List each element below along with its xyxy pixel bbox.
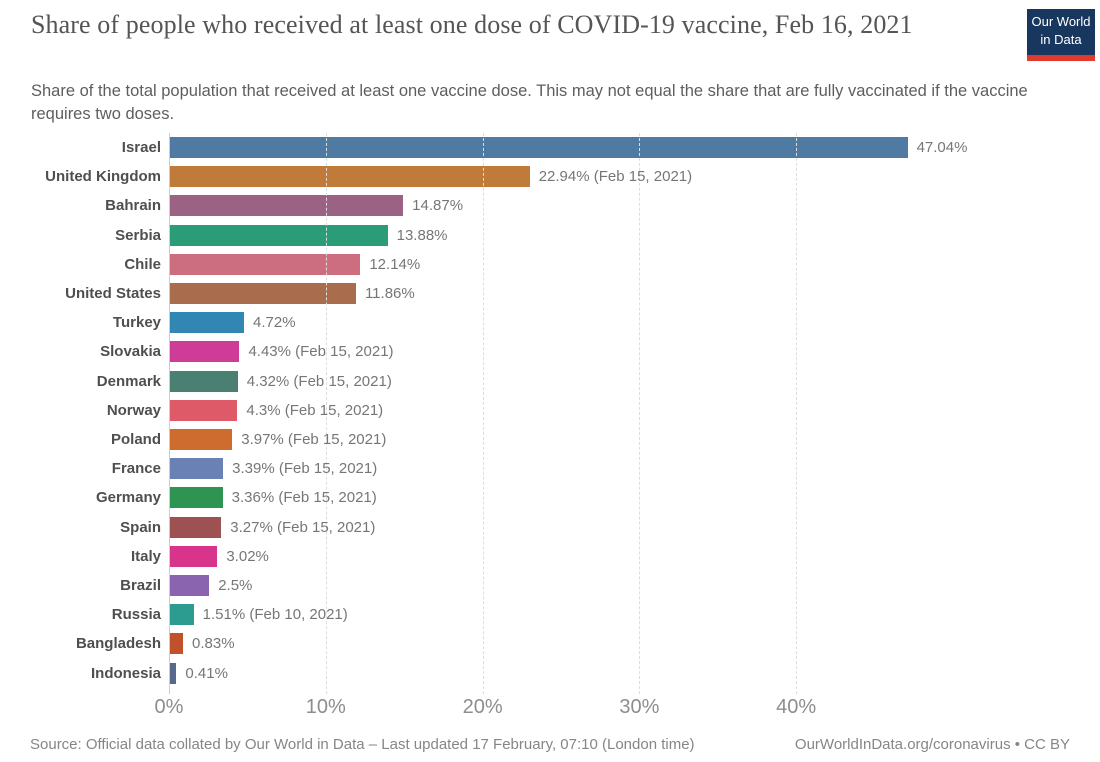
chart-row-germany: Germany 3.36% (Feb 15, 2021) (0, 483, 1100, 512)
country-label: Bangladesh (75, 635, 161, 653)
owid-logo[interactable]: Our World in Data (1027, 9, 1095, 61)
country-label: Israel (121, 139, 161, 156)
chart-subtitle: Share of the total population that recei… (31, 82, 1028, 124)
bar-united-kingdom[interactable] (170, 166, 530, 188)
x-tick-label-0: 0% (154, 696, 184, 718)
license-link[interactable]: OurWorldInData.org/coronavirus • CC BY (794, 736, 1070, 753)
country-label: Serbia (115, 226, 161, 244)
value-label: 47.04% (916, 139, 968, 156)
chart-row-united-kingdom: United Kingdom 22.94% (Feb 15, 2021) (0, 162, 1100, 191)
bar-israel[interactable] (170, 137, 908, 158)
country-label: Italy (130, 547, 161, 565)
value-label: 12.14% (369, 255, 421, 273)
gridline-10 (325, 133, 327, 694)
chart-row-denmark: Denmark 4.32% (Feb 15, 2021) (0, 367, 1100, 396)
bar-italy[interactable] (170, 545, 218, 567)
value-label: 22.94% (Feb 15, 2021) (538, 168, 693, 186)
chart-row-united-states: United States 11.86% (0, 279, 1100, 308)
country-label: Germany (95, 489, 161, 507)
country-label: Turkey (112, 314, 161, 332)
value-label: 4.72% (253, 314, 296, 332)
value-label: 3.02% (226, 547, 269, 565)
chart-row-bangladesh: Bangladesh 0.83% (0, 629, 1100, 658)
country-label: Chile (124, 255, 161, 273)
bar-norway[interactable] (170, 399, 238, 421)
chart-row-serbia: Serbia 13.88% (0, 221, 1100, 250)
value-label: 3.36% (Feb 15, 2021) (231, 489, 377, 507)
value-label: 11.86% (364, 285, 415, 302)
bar-denmark[interactable] (170, 370, 238, 392)
chart-row-brazil: Brazil 2.5% (0, 571, 1100, 600)
value-label: 4.43% (Feb 15, 2021) (248, 343, 394, 361)
gridline-20 (482, 133, 484, 694)
country-label: Russia (111, 606, 161, 624)
bar-russia[interactable] (170, 604, 194, 626)
chart-row-turkey: Turkey 4.72% (0, 308, 1100, 337)
value-label: 13.88% (396, 226, 448, 244)
chart-row-italy: Italy 3.02% (0, 542, 1100, 571)
chart-row-france: France 3.39% (Feb 15, 2021) (0, 454, 1100, 483)
value-label: 2.5% (218, 577, 253, 594)
chart-row-poland: Poland 3.97% (Feb 15, 2021) (0, 425, 1100, 454)
country-label: Spain (120, 518, 161, 536)
value-label: 4.32% (Feb 15, 2021) (246, 372, 392, 390)
value-label: 0.83% (192, 635, 235, 653)
chart-row-bahrain: Bahrain 14.87% (0, 191, 1100, 220)
bar-slovakia[interactable] (170, 341, 240, 363)
chart-title: Share of people who received at least on… (31, 10, 913, 39)
x-tick-label-40: 40% (776, 696, 817, 718)
value-label: 14.87% (412, 197, 464, 215)
chart-row-spain: Spain 3.27% (Feb 15, 2021) (0, 513, 1100, 542)
country-label: France (111, 460, 161, 478)
value-label: 3.97% (Feb 15, 2021) (241, 431, 387, 448)
country-label: Brazil (120, 577, 161, 594)
owid-logo-line2: in Data (1040, 32, 1082, 48)
bar-bahrain[interactable] (170, 195, 404, 217)
bar-poland[interactable] (170, 429, 233, 450)
chart-row-slovakia: Slovakia 4.43% (Feb 15, 2021) (0, 337, 1100, 366)
x-tick-label-30: 30% (619, 696, 660, 718)
bar-chart-plot-area: 0% 10% 20% 30% 40% Israel 47.04% United Kingdom… (0, 133, 1100, 718)
value-label: 3.27% (Feb 15, 2021) (230, 518, 376, 536)
gridline-30 (639, 133, 641, 694)
source-note: Source: Official data collated by Our Wo… (30, 736, 695, 753)
x-tick-label-20: 20% (462, 696, 503, 718)
bar-chile[interactable] (170, 253, 361, 275)
chart-row-chile: Chile 12.14% (0, 250, 1100, 279)
country-label: Norway (106, 401, 161, 419)
chart-row-russia: Russia 1.51% (Feb 10, 2021) (0, 600, 1100, 629)
owid-logo-line1: Our World (1031, 14, 1091, 29)
bar-france[interactable] (170, 458, 224, 480)
bar-united-states[interactable] (170, 283, 356, 304)
country-label: Slovakia (100, 343, 161, 361)
bar-bangladesh[interactable] (170, 633, 183, 655)
country-label: United States (65, 285, 161, 302)
bar-spain[interactable] (170, 516, 222, 538)
bar-serbia[interactable] (170, 224, 388, 246)
chart-row-indonesia: Indonesia 0.41% (0, 659, 1100, 688)
x-tick-label-10: 10% (305, 696, 346, 718)
gridline-40 (796, 133, 798, 694)
value-label: 1.51% (Feb 10, 2021) (202, 606, 348, 624)
bar-germany[interactable] (170, 487, 223, 509)
chart-row-norway: Norway 4.3% (Feb 15, 2021) (0, 396, 1100, 425)
country-label: Indonesia (90, 664, 161, 682)
country-label: United Kingdom (45, 168, 161, 186)
chart-footer: Source: Official data collated by Our Wo… (30, 736, 1070, 753)
y-axis-line (169, 133, 170, 694)
value-label: 4.3% (Feb 15, 2021) (246, 401, 384, 419)
value-label: 0.41% (185, 664, 228, 682)
country-label: Poland (110, 431, 161, 448)
chart-row-israel: Israel 47.04% (0, 133, 1100, 162)
bar-turkey[interactable] (170, 312, 244, 334)
country-label: Bahrain (105, 197, 161, 215)
bar-brazil[interactable] (170, 575, 210, 596)
bar-indonesia[interactable] (170, 662, 177, 684)
country-label: Denmark (96, 372, 161, 390)
value-label: 3.39% (Feb 15, 2021) (232, 460, 378, 478)
